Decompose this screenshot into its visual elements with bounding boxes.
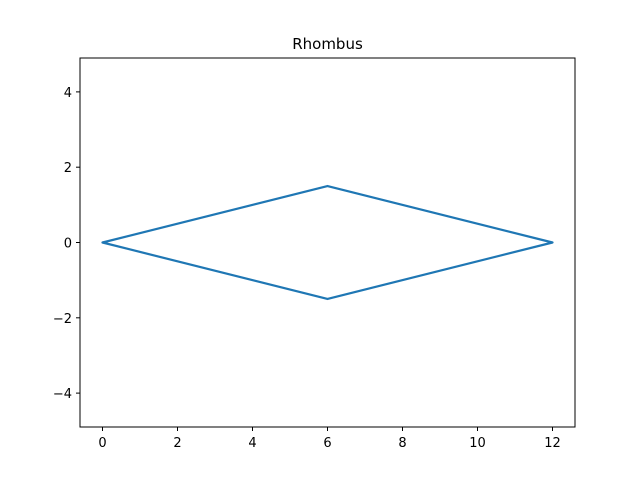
x-tick-label: 6 [323, 436, 331, 451]
y-tick-label: 0 [64, 237, 72, 252]
x-tick-label: 0 [98, 436, 106, 451]
y-tick-label: −4 [53, 387, 72, 402]
x-tick-label: 2 [173, 436, 181, 451]
y-axis: −4 −2 0 2 4 [53, 86, 80, 402]
y-tick-label: 2 [64, 161, 72, 176]
x-tick-label: 4 [248, 436, 256, 451]
rhombus-line [101, 184, 554, 301]
plot-area [79, 57, 576, 428]
axes-frame [79, 57, 576, 428]
x-tick-label: 12 [544, 436, 561, 451]
y-tick-label: −2 [53, 312, 72, 327]
y-tick-label: 4 [64, 86, 72, 101]
series-layer [101, 184, 554, 301]
chart-title: Rhombus [292, 35, 363, 53]
x-tick-label: 10 [469, 436, 486, 451]
x-axis: 0 2 4 6 8 10 12 [98, 427, 561, 451]
x-tick-label: 8 [398, 436, 406, 451]
